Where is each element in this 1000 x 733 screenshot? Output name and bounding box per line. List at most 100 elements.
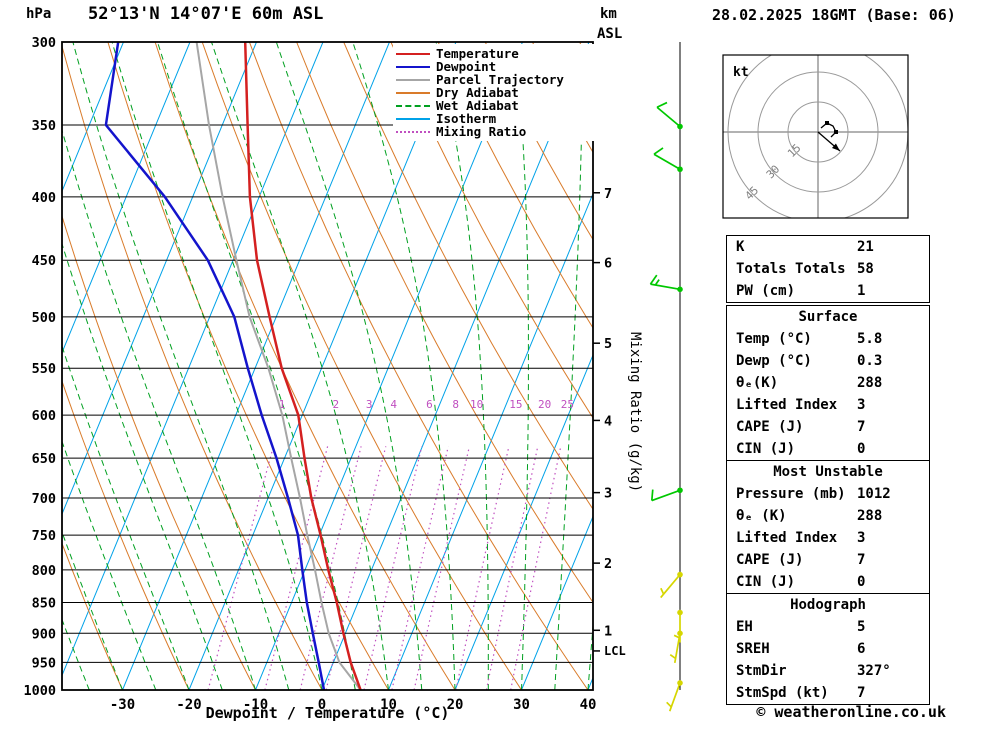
pressure-tick-label: 450 <box>32 253 56 269</box>
dry-adiabat-line <box>484 42 593 241</box>
legend-label: Temperature <box>436 46 519 61</box>
stat-label: CAPE (J) <box>736 419 804 435</box>
stat-label: Temp (°C) <box>736 331 812 347</box>
stat-label: CIN (J) <box>736 441 796 457</box>
legend-label: Parcel Trajectory <box>436 72 564 87</box>
mixing-ratio-line <box>264 446 329 690</box>
stat-row-temp-c-: Temp (°C) 5.8 <box>727 328 929 350</box>
stat-row-stmdir: StmDir 327° <box>727 660 929 682</box>
stat-row-stmspd-kt-: StmSpd (kt) 7 <box>727 682 929 704</box>
pressure-grid: 300 350 400 450 500 550 600 650 700 750 800 850 900 9… <box>23 35 593 699</box>
stat-value: 6 <box>857 641 866 657</box>
stat-row-lifted-index: Lifted Index 3 <box>727 527 929 549</box>
temperature-tick-label: 10 <box>380 697 397 713</box>
stat-value: 288 <box>857 375 883 391</box>
legend-item-mixing-ratio: Mixing Ratio <box>396 125 595 138</box>
altitude-tick-label: 5 <box>604 336 612 352</box>
wet-adiabat-line <box>62 530 123 690</box>
copyright-link[interactable]: © weatheronline.co.uk <box>756 703 946 721</box>
stat-label: EH <box>736 619 753 635</box>
station-title: 52°13'N 14°07'E 60m ASL <box>88 4 324 24</box>
altitude-axis-unit-asl: ASL <box>597 26 623 42</box>
stat-row-eh: EH 5 <box>727 616 929 638</box>
stats-box-hodograph: Hodograph EH 5 SREH 6 StmDir 327° StmSpd (kt) 7 <box>726 593 930 705</box>
stat-row-lifted-index: Lifted Index 3 <box>727 394 929 416</box>
wind-barb-half-feather <box>669 653 677 660</box>
legend-swatch <box>396 104 430 107</box>
wind-barb-staff <box>656 106 681 128</box>
pressure-tick-label: 1000 <box>23 683 56 699</box>
legend-item-dewpoint: Dewpoint <box>396 60 595 73</box>
pressure-tick-label: 800 <box>32 563 56 579</box>
wind-barb-staff <box>653 153 681 170</box>
mixing-ratio-axis-label: Mixing Ratio (g/kg) <box>627 332 643 493</box>
temperature-tick-label: -20 <box>176 697 201 713</box>
stat-value: 7 <box>857 419 866 435</box>
stat-value: 1 <box>857 283 866 299</box>
isotherm-line <box>122 42 390 690</box>
mixing-ratio-value-label: 1 <box>279 398 286 411</box>
storm-motion-arrowhead <box>831 143 840 151</box>
stat-row--k-: θₑ(K) 288 <box>727 372 929 394</box>
legend-swatch <box>396 52 430 55</box>
isotherm-line <box>62 42 324 677</box>
legend-label: Isotherm <box>436 111 497 126</box>
pressure-axis-unit: hPa <box>26 6 52 22</box>
legend-item-parcel-trajectory: Parcel Trajectory <box>396 73 595 86</box>
stat-label: Totals Totals <box>736 261 846 277</box>
wind-barb-staff <box>651 489 681 502</box>
legend-swatch <box>396 91 430 94</box>
mixing-ratio-value-label: 6 <box>426 398 433 411</box>
hodograph-dot <box>834 130 838 134</box>
hodograph-unit-label: kt <box>733 65 749 80</box>
dry-adiabat-line <box>390 42 593 419</box>
legend-item-temperature: Temperature <box>396 47 595 60</box>
stat-value: 3 <box>857 530 866 546</box>
isotherm-line <box>62 42 257 516</box>
wind-barb-staff <box>650 283 681 291</box>
stat-label: PW (cm) <box>736 283 796 299</box>
mixing-ratio-line <box>363 446 423 690</box>
dry-adiabat-line <box>62 379 190 690</box>
stat-label: Dewp (°C) <box>736 353 812 369</box>
mixing-ratio-line <box>207 446 274 690</box>
pressure-tick-label: 550 <box>32 361 56 377</box>
mixing-ratio-value-label: 10 <box>470 398 483 411</box>
series-temperature <box>243 42 362 690</box>
wind-barb-feather <box>653 147 664 155</box>
legend: Temperature Dewpoint Parcel Trajectory Dry … <box>393 44 595 141</box>
legend-label: Dewpoint <box>436 59 497 74</box>
stat-row-dewp-c-: Dewp (°C) 0.3 <box>727 350 929 372</box>
stats-box-indices: K 21 Totals Totals 58 PW (cm) 1 <box>726 235 930 303</box>
lcl-label: LCL <box>604 644 626 658</box>
temperature-tick-label: 0 <box>318 697 326 713</box>
hodograph-border <box>722 54 909 219</box>
stat-row--k-: θₑ (K) 288 <box>727 505 929 527</box>
temperature-tick-label: 30 <box>513 697 530 713</box>
mixing-ratio-value-label: 2 <box>333 398 340 411</box>
mixing-ratio-value-label: 8 <box>452 398 459 411</box>
stat-value: 7 <box>857 685 866 701</box>
mixing-ratio-value-label: 4 <box>390 398 397 411</box>
stat-row-pressure-mb-: Pressure (mb) 1012 <box>727 483 929 505</box>
pressure-tick-label: 700 <box>32 491 56 507</box>
wet-adiabat-line <box>62 242 223 690</box>
legend-swatch <box>396 65 430 68</box>
legend-label: Dry Adiabat <box>436 85 519 100</box>
stat-label: θₑ (K) <box>736 508 787 524</box>
stat-label: CIN (J) <box>736 574 796 590</box>
stat-label: CAPE (J) <box>736 552 804 568</box>
sounding-curves <box>104 42 362 690</box>
legend-swatch <box>396 78 430 81</box>
wet-adiabat-line <box>62 618 90 690</box>
plot-border <box>61 41 594 691</box>
stat-value: 1012 <box>857 486 891 502</box>
stat-row-k: K 21 <box>727 236 929 258</box>
stat-value: 288 <box>857 508 883 524</box>
stat-value: 327° <box>857 663 891 679</box>
mixing-ratio-line <box>391 446 449 690</box>
temperature-tick-label: 20 <box>447 697 464 713</box>
wind-barb-feather <box>656 101 668 108</box>
stat-label: Lifted Index <box>736 397 838 413</box>
